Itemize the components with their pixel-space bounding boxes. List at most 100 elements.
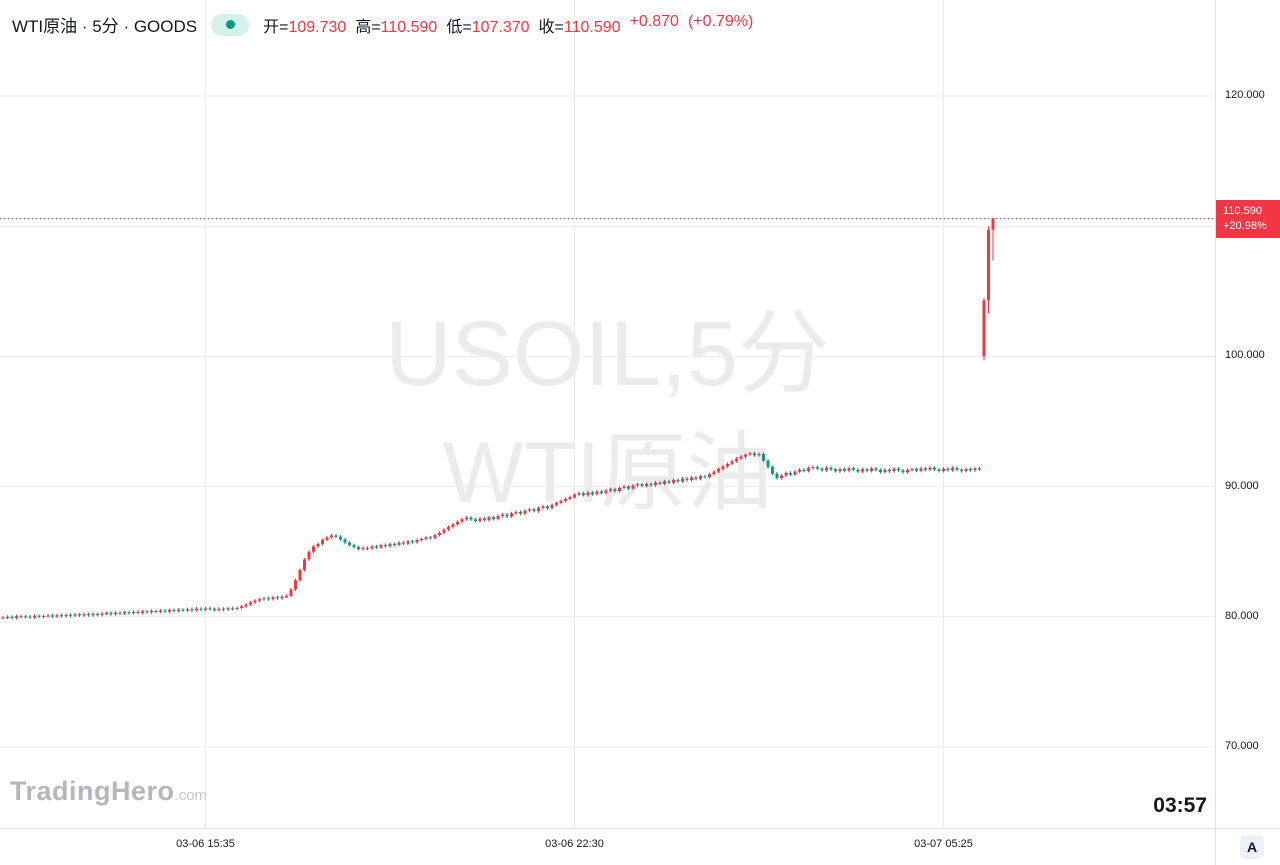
candle-body: [456, 521, 459, 525]
data-source-icon[interactable]: [211, 13, 250, 36]
last-price-badge: 110.590 +20.98%: [1216, 199, 1280, 238]
candle-body: [640, 484, 644, 486]
candle-body: [469, 517, 473, 520]
candle-body: [766, 460, 770, 468]
candle-body: [982, 300, 986, 357]
candle-body: [402, 542, 405, 544]
candle-body: [991, 218, 995, 230]
candle-body: [366, 547, 369, 549]
time-axis-label: 03-07 05:25: [914, 838, 973, 850]
candle-body: [955, 467, 959, 470]
candle-body: [582, 493, 585, 496]
candle-body: [771, 467, 774, 474]
candle-body: [181, 609, 185, 611]
candle-body: [969, 469, 972, 471]
candle-body: [226, 608, 230, 610]
candle-body: [447, 526, 450, 530]
candle-body: [861, 469, 864, 472]
candle-body: [231, 608, 234, 610]
candle-body: [600, 491, 603, 494]
candle-body: [213, 609, 216, 611]
candle-body: [973, 468, 977, 471]
candle-body: [424, 537, 428, 539]
candle-body: [280, 596, 284, 599]
candle-body: [343, 539, 347, 543]
change-value: +0.870: [629, 12, 679, 30]
candle-body: [307, 551, 311, 560]
low-value: 107.370: [471, 18, 530, 36]
candle-body: [496, 515, 500, 519]
candle-body: [483, 518, 486, 521]
candle-body: [69, 614, 72, 616]
candle-body: [501, 514, 504, 516]
candle-body: [303, 559, 306, 570]
candle-body: [739, 456, 743, 459]
high-field: 高=110.590: [355, 13, 437, 37]
candle-body: [748, 453, 752, 455]
countdown-clock: 03:57: [1153, 794, 1207, 817]
candle-body: [420, 538, 423, 540]
candle-body: [397, 542, 401, 545]
candle-body: [361, 547, 365, 550]
candle-body: [811, 467, 815, 469]
time-axis-label: 03-06 22:30: [545, 838, 604, 850]
candle-body: [555, 502, 558, 505]
candle-body: [289, 589, 293, 596]
candle-body: [415, 539, 419, 543]
candle-body: [393, 543, 396, 545]
candle-body: [267, 598, 270, 600]
auto-scale-button[interactable]: A: [1240, 835, 1264, 859]
candle-body: [384, 545, 387, 547]
price-axis-label: 100.000: [1225, 349, 1265, 362]
ohlc-values: 开=109.730 高=110.590 低=107.370 收=110.590 …: [263, 13, 753, 37]
candle-body: [235, 607, 239, 609]
candle-body: [978, 468, 981, 470]
candle-body: [793, 471, 797, 475]
candle-body: [649, 483, 653, 486]
candle-body: [627, 486, 630, 489]
price-axis[interactable]: 70.00080.00090.000100.000110.000120.000 …: [1215, 0, 1280, 828]
candle-body: [852, 468, 855, 470]
candle-body: [96, 613, 99, 615]
candle-body: [906, 469, 909, 473]
candle-body: [406, 541, 410, 544]
candle-body: [316, 543, 320, 547]
candle-body: [618, 487, 621, 492]
candle-body: [541, 506, 545, 509]
candle-body: [37, 615, 41, 617]
candle-body: [703, 476, 707, 478]
candle-body: [964, 469, 968, 471]
candle-body: [726, 463, 729, 467]
candle-body: [505, 514, 509, 517]
candle-body: [1, 617, 5, 619]
candle-body: [474, 519, 477, 522]
candle-body: [330, 535, 333, 538]
candle-body: [163, 610, 167, 612]
candle-body: [586, 492, 590, 496]
candle-body: [208, 608, 212, 610]
candle-body: [559, 500, 563, 503]
candle-body: [379, 545, 383, 548]
candle-body: [897, 468, 900, 471]
candle-body: [946, 468, 950, 471]
candle-body: [460, 519, 464, 522]
candle-body: [6, 616, 9, 618]
candle-body: [136, 611, 140, 613]
candle-body: [712, 471, 716, 475]
open-label: 开=: [263, 18, 289, 36]
close-label: 收=: [538, 18, 564, 36]
candle-body: [105, 612, 108, 614]
candle-body: [951, 467, 954, 471]
candlestick-chart-pane[interactable]: [0, 0, 1215, 828]
candle-body: [987, 230, 990, 301]
candle-body: [451, 524, 455, 527]
candle-body: [816, 467, 819, 469]
time-axis[interactable]: 03-06 15:35 03-06 22:30 03-07 05:25: [0, 828, 1215, 865]
candle-body: [172, 610, 176, 612]
candle-body: [532, 509, 536, 512]
candle-body: [118, 612, 122, 614]
symbol-title[interactable]: WTI原油 · 5分 · GOODS: [12, 17, 198, 36]
candle-body: [892, 468, 896, 472]
candle-body: [64, 614, 68, 617]
candle-body: [294, 580, 297, 590]
